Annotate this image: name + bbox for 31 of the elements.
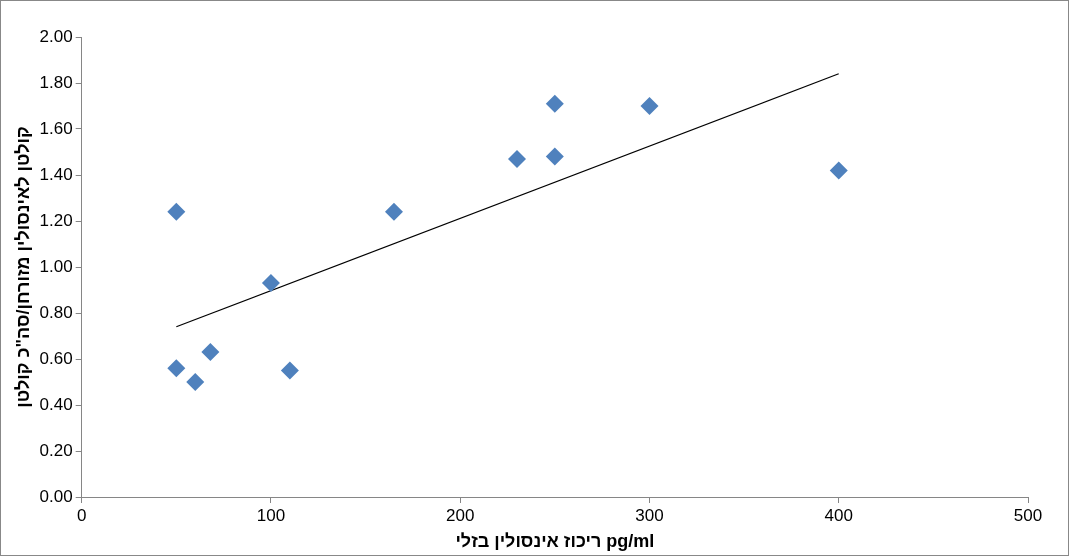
x-axis-title: ריכוז אינסולין בזלי pg/ml xyxy=(455,531,655,552)
y-tick-label: 0.20 xyxy=(39,440,73,460)
x-tick-label: 500 xyxy=(1013,505,1043,525)
point xyxy=(829,161,848,180)
point xyxy=(261,274,280,293)
y-tick-label: 1.80 xyxy=(39,72,73,92)
y-tick-label: 1.60 xyxy=(39,118,73,138)
x-tick-label: 0 xyxy=(76,505,87,525)
y-axis-title: קולטן לאינסולין מזורחן/סה"כ קולטן xyxy=(12,126,33,408)
y-tick-label: 0.40 xyxy=(39,394,73,414)
y-tick-label: 1.00 xyxy=(39,256,73,276)
y-tick-label: 0.00 xyxy=(39,486,73,506)
y-tick-label: 0.80 xyxy=(39,302,73,322)
point xyxy=(186,373,205,391)
x-tick-label: 400 xyxy=(824,505,853,525)
point xyxy=(167,359,186,378)
y-tick-label: 1.40 xyxy=(39,164,73,184)
point xyxy=(167,202,186,221)
y-tick-label: 2.00 xyxy=(39,26,73,46)
point xyxy=(507,149,526,168)
x-tick-label: 200 xyxy=(446,505,475,525)
point xyxy=(640,97,659,115)
x-tick-label: 100 xyxy=(256,505,286,525)
point xyxy=(545,147,564,166)
y-tick-label: 1.20 xyxy=(39,210,73,230)
point xyxy=(201,343,220,362)
point xyxy=(545,94,564,113)
point xyxy=(280,361,299,380)
point xyxy=(384,202,403,221)
y-tick-label: 0.60 xyxy=(39,348,73,368)
x-tick-label: 300 xyxy=(635,505,664,525)
